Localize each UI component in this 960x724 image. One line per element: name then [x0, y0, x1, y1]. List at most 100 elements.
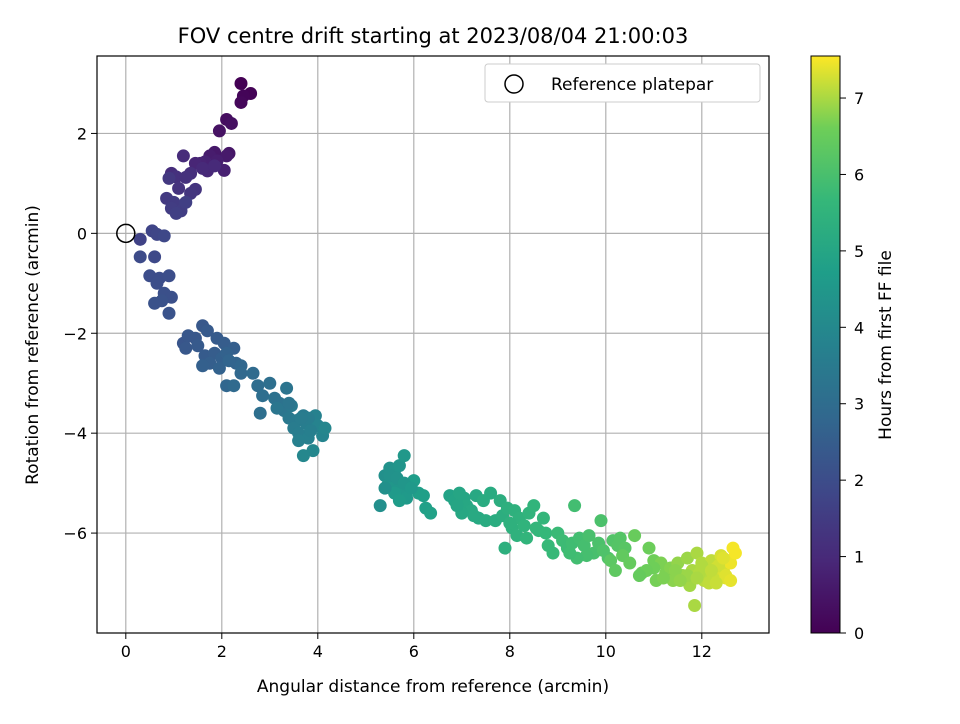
data-point [577, 539, 591, 553]
data-point [688, 599, 702, 613]
data-point [217, 336, 231, 350]
data-point [536, 511, 550, 525]
data-point [392, 459, 406, 473]
data-point [212, 361, 226, 375]
data-point [133, 250, 147, 264]
data-point [503, 516, 517, 530]
y-axis-label: Rotation from reference (arcmin) [23, 205, 43, 485]
data-point [498, 541, 512, 555]
colorbar-ticks: 0 1 2 3 4 5 6 7 [840, 89, 864, 643]
data-point [220, 149, 234, 163]
y-axis-ticks: −6 −4 −2 0 2 [63, 124, 97, 543]
data-point [520, 531, 534, 545]
data-point [690, 546, 704, 560]
data-point [234, 76, 248, 90]
data-point [608, 564, 622, 578]
data-point [169, 206, 183, 220]
data-point [162, 306, 176, 320]
data-point [196, 359, 210, 373]
colorbar-tick-label: 7 [854, 89, 864, 108]
data-point [476, 494, 490, 508]
data-point [539, 526, 553, 540]
data-point [568, 499, 582, 513]
x-tick-label: 4 [313, 642, 323, 661]
data-point [256, 389, 270, 403]
data-point [604, 554, 618, 568]
data-point [304, 424, 318, 438]
data-point [690, 571, 704, 585]
data-point [450, 499, 464, 513]
data-point [704, 564, 718, 578]
data-point [157, 229, 171, 243]
data-point [162, 269, 176, 283]
reference-platepar-marker [116, 223, 136, 244]
data-point [623, 556, 637, 570]
data-point [253, 406, 267, 420]
data-point [179, 341, 193, 355]
data-point [172, 181, 186, 195]
colorbar-tick-label: 2 [854, 471, 864, 490]
data-point [632, 569, 646, 583]
data-point [517, 519, 531, 533]
data-point [673, 574, 687, 588]
x-tick-label: 6 [409, 642, 419, 661]
y-tick-label: −6 [63, 524, 87, 543]
plot-frame [96, 55, 770, 634]
data-point [546, 546, 560, 560]
data-point [155, 294, 169, 308]
y-tick-label: −4 [63, 424, 87, 443]
colorbar-tick-label: 6 [854, 165, 864, 184]
data-point [179, 195, 193, 209]
data-point [709, 576, 723, 590]
data-point [563, 546, 577, 560]
data-point [728, 546, 742, 560]
data-point [306, 444, 320, 458]
x-tick-label: 0 [121, 642, 131, 661]
x-axis-ticks: 0 2 4 6 8 10 12 [121, 633, 712, 661]
y-tick-label: −2 [63, 324, 87, 343]
x-tick-label: 10 [596, 642, 616, 661]
data-point [642, 541, 656, 555]
colorbar-tick-label: 0 [854, 624, 864, 643]
y-tick-label: 2 [77, 124, 87, 143]
data-point [234, 366, 248, 380]
x-tick-label: 12 [692, 642, 712, 661]
data-point [196, 161, 210, 175]
data-point [270, 401, 284, 415]
colorbar-tick-label: 3 [854, 395, 864, 414]
colorbar-gradient [810, 55, 841, 634]
data-point [467, 509, 481, 523]
legend-entry-reference: Reference platepar [551, 75, 713, 95]
data-point [416, 489, 430, 503]
data-point [479, 514, 493, 528]
data-point [234, 95, 248, 109]
data-point [680, 551, 694, 565]
x-axis-label: Angular distance from reference (arcmin) [257, 677, 609, 697]
data-point [318, 421, 332, 435]
data-point [224, 116, 238, 130]
chart-title: FOV centre drift starting at 2023/08/04 … [178, 24, 689, 48]
x-tick-label: 2 [217, 642, 227, 661]
data-point [222, 354, 236, 368]
data-point [200, 324, 214, 338]
data-point [246, 366, 260, 380]
data-point [424, 506, 438, 520]
y-tick-label: 0 [77, 224, 87, 243]
data-point [263, 376, 277, 390]
colorbar: 0 1 2 3 4 5 6 7 Hours from first FF file [810, 55, 896, 643]
data-point [716, 551, 730, 565]
data-point [404, 481, 418, 495]
data-point [695, 559, 709, 573]
data-point [282, 396, 296, 410]
data-point [373, 499, 387, 513]
data-point [397, 449, 411, 463]
x-tick-label: 8 [505, 642, 515, 661]
data-point [280, 381, 294, 395]
colorbar-tick-label: 1 [854, 548, 864, 567]
data-point [212, 124, 226, 138]
data-point [594, 514, 608, 528]
colorbar-label: Hours from first FF file [876, 250, 896, 440]
data-point [148, 250, 162, 264]
data-point [529, 521, 543, 535]
data-point [162, 171, 176, 185]
